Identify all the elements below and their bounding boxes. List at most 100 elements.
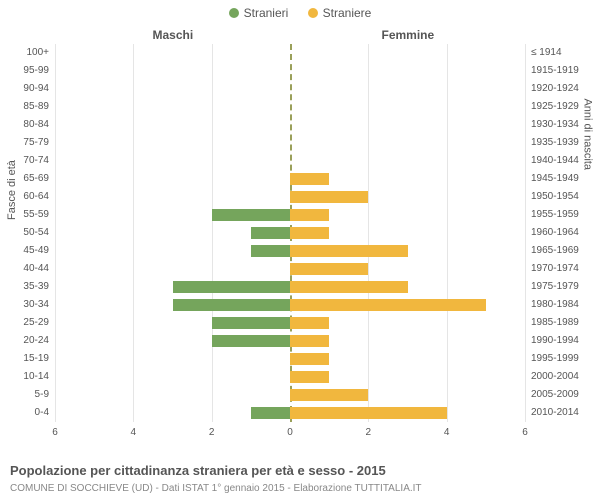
birth-year-label: 1940-1944 (531, 152, 579, 170)
bar-female (290, 191, 368, 203)
x-tick: 0 (287, 427, 293, 438)
pyramid-row: 5-92005-2009 (55, 386, 525, 404)
age-label: 15-19 (23, 350, 49, 368)
bar-female (290, 263, 368, 275)
y-axis-title-left: Fasce di età (6, 160, 18, 220)
pyramid-row: 10-142000-2004 (55, 368, 525, 386)
bar-male (251, 407, 290, 419)
bar-male (251, 245, 290, 257)
bar-female (290, 389, 368, 401)
age-label: 10-14 (23, 368, 49, 386)
section-label-male: Maschi (153, 28, 194, 42)
pyramid-row: 45-491965-1969 (55, 242, 525, 260)
pyramid-row: 55-591955-1959 (55, 206, 525, 224)
legend-label-female: Straniere (323, 6, 372, 20)
legend-item-male: Stranieri (229, 6, 289, 20)
bar-female (290, 173, 329, 185)
pyramid-row: 30-341980-1984 (55, 296, 525, 314)
section-label-female: Femmine (382, 28, 435, 42)
population-pyramid-chart: Stranieri Straniere Maschi Femmine Fasce… (0, 0, 600, 500)
birth-year-label: 1925-1929 (531, 98, 579, 116)
birth-year-label: 1960-1964 (531, 224, 579, 242)
pyramid-row: 35-391975-1979 (55, 278, 525, 296)
birth-year-label: 1920-1924 (531, 80, 579, 98)
birth-year-label: 1980-1984 (531, 296, 579, 314)
birth-year-label: 1995-1999 (531, 350, 579, 368)
x-tick: 4 (444, 427, 450, 438)
y-axis-title-right: Anni di nascita (582, 98, 594, 170)
bar-female (290, 407, 447, 419)
age-label: 30-34 (23, 296, 49, 314)
x-tick: 6 (522, 427, 528, 438)
birth-year-label: ≤ 1914 (531, 44, 562, 62)
age-label: 100+ (26, 44, 49, 62)
plot-area: 6 4 2 0 2 4 6 100+≤ 191495-991915-191990-941920… (55, 44, 525, 444)
birth-year-label: 1985-1989 (531, 314, 579, 332)
birth-year-label: 1935-1939 (531, 134, 579, 152)
birth-year-label: 2000-2004 (531, 368, 579, 386)
birth-year-label: 1955-1959 (531, 206, 579, 224)
age-label: 60-64 (23, 188, 49, 206)
bar-male (173, 281, 291, 293)
birth-year-label: 1990-1994 (531, 332, 579, 350)
bar-female (290, 353, 329, 365)
age-label: 70-74 (23, 152, 49, 170)
pyramid-row: 75-791935-1939 (55, 134, 525, 152)
pyramid-row: 100+≤ 1914 (55, 44, 525, 62)
x-tick: 2 (366, 427, 372, 438)
pyramid-row: 50-541960-1964 (55, 224, 525, 242)
pyramid-row: 95-991915-1919 (55, 62, 525, 80)
bar-female (290, 335, 329, 347)
bar-female (290, 281, 408, 293)
age-label: 95-99 (23, 62, 49, 80)
bar-male (251, 227, 290, 239)
pyramid-row: 0-42010-2014 (55, 404, 525, 422)
pyramid-row: 20-241990-1994 (55, 332, 525, 350)
birth-year-label: 1975-1979 (531, 278, 579, 296)
pyramid-row: 25-291985-1989 (55, 314, 525, 332)
legend: Stranieri Straniere (0, 6, 600, 21)
age-label: 40-44 (23, 260, 49, 278)
age-label: 75-79 (23, 134, 49, 152)
age-label: 45-49 (23, 242, 49, 260)
legend-item-female: Straniere (308, 6, 372, 20)
pyramid-row: 90-941920-1924 (55, 80, 525, 98)
legend-swatch-male (229, 8, 239, 18)
age-label: 25-29 (23, 314, 49, 332)
bar-male (212, 335, 290, 347)
pyramid-row: 70-741940-1944 (55, 152, 525, 170)
age-label: 5-9 (35, 386, 49, 404)
bar-male (212, 209, 290, 221)
pyramid-row: 60-641950-1954 (55, 188, 525, 206)
age-label: 50-54 (23, 224, 49, 242)
age-label: 80-84 (23, 116, 49, 134)
x-tick: 4 (131, 427, 137, 438)
gridline (525, 44, 526, 422)
birth-year-label: 2005-2009 (531, 386, 579, 404)
birth-year-label: 1950-1954 (531, 188, 579, 206)
age-label: 55-59 (23, 206, 49, 224)
legend-label-male: Stranieri (244, 6, 289, 20)
x-tick: 2 (209, 427, 215, 438)
age-label: 65-69 (23, 170, 49, 188)
chart-subtitle: COMUNE DI SOCCHIEVE (UD) - Dati ISTAT 1°… (10, 483, 422, 494)
age-label: 90-94 (23, 80, 49, 98)
age-label: 0-4 (35, 404, 49, 422)
pyramid-row: 80-841930-1934 (55, 116, 525, 134)
birth-year-label: 1965-1969 (531, 242, 579, 260)
pyramid-row: 15-191995-1999 (55, 350, 525, 368)
bar-female (290, 317, 329, 329)
birth-year-label: 1970-1974 (531, 260, 579, 278)
birth-year-label: 2010-2014 (531, 404, 579, 422)
bar-female (290, 245, 408, 257)
age-label: 35-39 (23, 278, 49, 296)
pyramid-row: 40-441970-1974 (55, 260, 525, 278)
age-label: 20-24 (23, 332, 49, 350)
bar-female (290, 209, 329, 221)
birth-year-label: 1945-1949 (531, 170, 579, 188)
bar-female (290, 371, 329, 383)
x-tick: 6 (52, 427, 58, 438)
pyramid-row: 65-691945-1949 (55, 170, 525, 188)
bar-male (212, 317, 290, 329)
pyramid-row: 85-891925-1929 (55, 98, 525, 116)
